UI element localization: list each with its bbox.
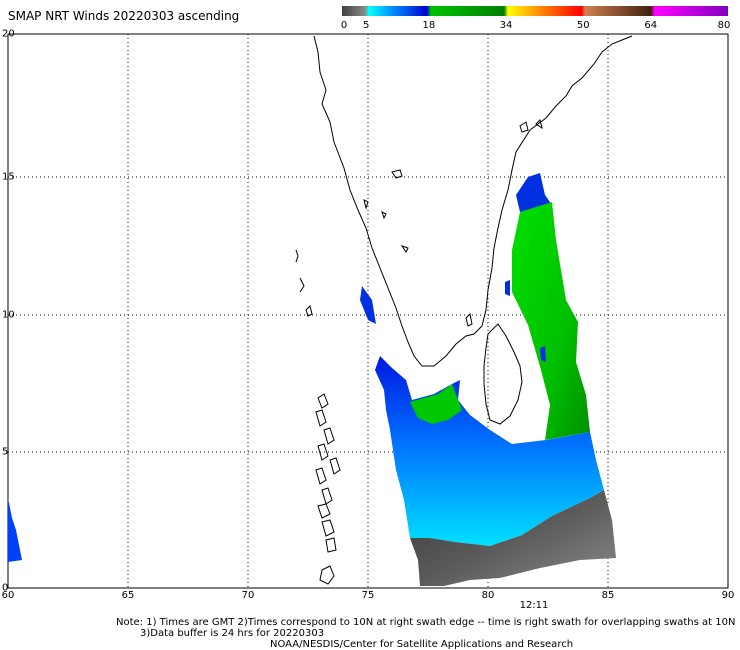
lon-tick-label: 70 [241, 590, 255, 601]
note-line-2: 3)Data buffer is 24 hrs for 20220303 [140, 628, 325, 639]
swath-time-label: 12:11 [519, 600, 549, 611]
lon-tick-label: 90 [721, 590, 735, 601]
colorbar-tick-label: 64 [644, 20, 658, 31]
lat-lon-grid [8, 34, 728, 588]
lon-tick-label: 75 [361, 590, 375, 601]
lat-tick-label: 20 [2, 28, 15, 40]
colorbar-tick-label: 5 [362, 20, 370, 31]
lat-tick-label: 15 [2, 171, 15, 183]
wind-swath [8, 173, 616, 586]
note-line-3: NOAA/NESDIS/Center for Satellite Applica… [270, 639, 574, 650]
coastline [295, 35, 633, 585]
colorbar-tick-label: 80 [717, 20, 731, 31]
lon-tick-label: 80 [481, 590, 495, 601]
lon-tick-label: 85 [601, 590, 615, 601]
lat-tick-label: 0 [2, 582, 9, 594]
lon-tick-label: 65 [121, 590, 135, 601]
lat-tick-label: 5 [2, 446, 9, 458]
colorbar-tick-label: 0 [340, 20, 348, 31]
lat-tick-label: 10 [2, 309, 15, 321]
colorbar-tick-label: 50 [576, 20, 590, 31]
colorbar-tick-label: 34 [499, 20, 513, 31]
colorbar-tick-label: 18 [422, 20, 436, 31]
wind-speed-colorbar [342, 6, 728, 16]
lon-tick-label: 60 [1, 590, 15, 601]
map-title: SMAP NRT Winds 20220303 ascending [8, 9, 240, 23]
note-line-1: Note: 1) Times are GMT 2)Times correspon… [116, 617, 736, 628]
